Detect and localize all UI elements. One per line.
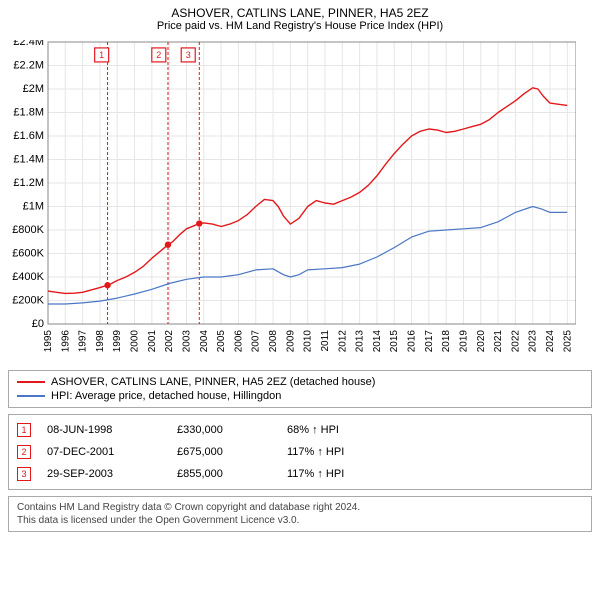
legend: ASHOVER, CATLINS LANE, PINNER, HA5 2EZ (… bbox=[8, 370, 592, 408]
x-tick-label: 2007 bbox=[251, 330, 262, 353]
x-tick-label: 2022 bbox=[510, 330, 521, 353]
transaction-date: 07-DEC-2001 bbox=[47, 446, 177, 458]
y-tick-label: £1.6M bbox=[13, 130, 44, 142]
x-tick-label: 2003 bbox=[181, 330, 192, 353]
transaction-delta: 117% ↑ HPI bbox=[287, 468, 583, 480]
transaction-price: £330,000 bbox=[177, 424, 287, 436]
x-tick-label: 1998 bbox=[95, 330, 106, 353]
y-tick-label: £400K bbox=[12, 271, 44, 283]
x-tick-label: 2002 bbox=[164, 330, 175, 353]
transaction-marker: 1 bbox=[17, 423, 31, 437]
transaction-row: 2 07-DEC-2001£675,000117% ↑ HPI bbox=[17, 441, 583, 463]
x-tick-label: 1999 bbox=[112, 330, 123, 353]
marker-number: 2 bbox=[156, 50, 161, 60]
x-tick-label: 2019 bbox=[458, 330, 469, 353]
y-tick-label: £600K bbox=[12, 248, 44, 260]
x-tick-label: 2006 bbox=[233, 330, 244, 353]
x-tick-label: 2018 bbox=[441, 330, 452, 353]
transaction-row: 3 29-SEP-2003£855,000117% ↑ HPI bbox=[17, 463, 583, 485]
legend-swatch bbox=[17, 395, 45, 397]
transaction-marker: 3 bbox=[17, 467, 31, 481]
attribution-line-2: This data is licensed under the Open Gov… bbox=[17, 514, 583, 527]
chart-subtitle: Price paid vs. HM Land Registry's House … bbox=[8, 20, 592, 32]
transaction-delta: 68% ↑ HPI bbox=[287, 424, 583, 436]
transactions-table: 1 08-JUN-1998£330,00068% ↑ HPI 2 07-DEC-200… bbox=[8, 414, 592, 490]
marker-number: 3 bbox=[186, 50, 191, 60]
y-tick-label: £2M bbox=[23, 83, 44, 95]
legend-label: HPI: Average price, detached house, Hill… bbox=[51, 390, 281, 402]
transaction-date: 08-JUN-1998 bbox=[47, 424, 177, 436]
transaction-point bbox=[196, 220, 202, 226]
attribution: Contains HM Land Registry data © Crown c… bbox=[8, 496, 592, 532]
transaction-row: 1 08-JUN-1998£330,00068% ↑ HPI bbox=[17, 419, 583, 441]
x-tick-label: 2008 bbox=[268, 330, 279, 353]
x-tick-label: 1997 bbox=[78, 330, 89, 353]
x-tick-label: 2023 bbox=[528, 330, 539, 353]
x-tick-label: 2001 bbox=[147, 330, 158, 353]
x-tick-label: 2000 bbox=[130, 330, 141, 353]
x-tick-label: 2015 bbox=[389, 330, 400, 353]
x-tick-label: 2024 bbox=[545, 330, 556, 353]
transaction-point bbox=[104, 282, 110, 288]
y-tick-label: £1M bbox=[23, 201, 44, 213]
legend-swatch bbox=[17, 381, 45, 383]
x-tick-label: 2004 bbox=[199, 330, 210, 353]
transaction-date: 29-SEP-2003 bbox=[47, 468, 177, 480]
x-tick-label: 2021 bbox=[493, 330, 504, 353]
transaction-price: £675,000 bbox=[177, 446, 287, 458]
x-tick-label: 2025 bbox=[562, 330, 573, 353]
x-tick-label: 2017 bbox=[424, 330, 435, 353]
chart-area: £0 £200K £400K £600K £800K £1M £1.2M £1.4M £1.6M… bbox=[8, 40, 592, 364]
y-tick-label: £2.4M bbox=[13, 40, 44, 48]
x-tick-label: 2014 bbox=[372, 330, 383, 353]
x-tick-label: 2013 bbox=[355, 330, 366, 353]
legend-label: ASHOVER, CATLINS LANE, PINNER, HA5 2EZ (… bbox=[51, 376, 375, 388]
transaction-delta: 117% ↑ HPI bbox=[287, 446, 583, 458]
x-tick-label: 2005 bbox=[216, 330, 227, 353]
legend-row: HPI: Average price, detached house, Hill… bbox=[17, 389, 583, 403]
x-tick-label: 2009 bbox=[285, 330, 296, 353]
x-tick-label: 2020 bbox=[476, 330, 487, 353]
legend-row: ASHOVER, CATLINS LANE, PINNER, HA5 2EZ (… bbox=[17, 375, 583, 389]
y-tick-label: £0 bbox=[32, 318, 44, 330]
y-tick-label: £200K bbox=[12, 295, 44, 307]
x-tick-label: 1995 bbox=[43, 330, 54, 353]
transaction-price: £855,000 bbox=[177, 468, 287, 480]
y-tick-label: £1.2M bbox=[13, 177, 44, 189]
y-tick-label: £800K bbox=[12, 224, 44, 236]
attribution-line-1: Contains HM Land Registry data © Crown c… bbox=[17, 501, 583, 514]
y-tick-label: £1.4M bbox=[13, 154, 44, 166]
marker-number: 1 bbox=[99, 50, 104, 60]
transaction-point bbox=[165, 241, 171, 247]
x-tick-label: 2011 bbox=[320, 330, 331, 352]
x-tick-label: 2016 bbox=[407, 330, 418, 353]
transaction-marker: 2 bbox=[17, 445, 31, 459]
y-tick-label: £2.2M bbox=[13, 60, 44, 72]
chart-svg: £0 £200K £400K £600K £800K £1M £1.2M £1.4M £1.6M… bbox=[8, 40, 576, 364]
y-tick-label: £1.8M bbox=[13, 107, 44, 119]
chart-title: ASHOVER, CATLINS LANE, PINNER, HA5 2EZ bbox=[8, 6, 592, 20]
x-tick-label: 2012 bbox=[337, 330, 348, 353]
x-tick-label: 1996 bbox=[60, 330, 71, 353]
x-tick-label: 2010 bbox=[303, 330, 314, 353]
